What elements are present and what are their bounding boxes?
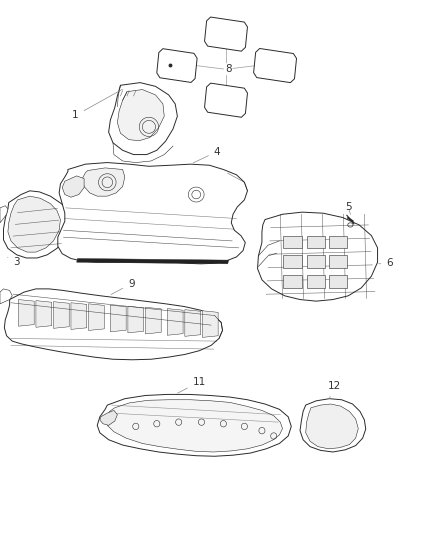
Text: 9: 9 bbox=[111, 279, 134, 295]
Text: 1: 1 bbox=[72, 90, 122, 120]
Polygon shape bbox=[100, 410, 117, 425]
Polygon shape bbox=[157, 49, 197, 83]
Polygon shape bbox=[4, 191, 71, 258]
Polygon shape bbox=[205, 83, 247, 117]
Text: 8: 8 bbox=[225, 64, 232, 74]
Polygon shape bbox=[145, 307, 161, 334]
Polygon shape bbox=[18, 300, 34, 326]
Polygon shape bbox=[36, 301, 52, 327]
Polygon shape bbox=[110, 305, 126, 332]
Polygon shape bbox=[0, 289, 12, 304]
Text: 3: 3 bbox=[7, 257, 20, 268]
Polygon shape bbox=[117, 90, 164, 141]
Polygon shape bbox=[283, 255, 302, 268]
Polygon shape bbox=[8, 196, 60, 252]
Polygon shape bbox=[306, 404, 358, 449]
Polygon shape bbox=[283, 275, 302, 288]
Polygon shape bbox=[202, 311, 218, 337]
Polygon shape bbox=[97, 394, 291, 456]
Polygon shape bbox=[53, 302, 69, 328]
Polygon shape bbox=[88, 304, 104, 330]
Polygon shape bbox=[307, 236, 325, 248]
Text: 4: 4 bbox=[193, 147, 220, 163]
Polygon shape bbox=[109, 83, 177, 155]
Polygon shape bbox=[128, 306, 144, 333]
Polygon shape bbox=[0, 206, 8, 223]
Polygon shape bbox=[328, 275, 347, 288]
Polygon shape bbox=[328, 255, 347, 268]
Polygon shape bbox=[185, 310, 201, 336]
Polygon shape bbox=[106, 400, 283, 452]
Polygon shape bbox=[307, 255, 325, 268]
Text: 6: 6 bbox=[378, 259, 393, 269]
Polygon shape bbox=[77, 259, 229, 264]
Text: 11: 11 bbox=[178, 377, 206, 393]
Polygon shape bbox=[167, 309, 183, 335]
Text: 5: 5 bbox=[345, 202, 352, 212]
Polygon shape bbox=[300, 399, 366, 452]
Polygon shape bbox=[283, 236, 302, 248]
Polygon shape bbox=[58, 163, 247, 264]
Polygon shape bbox=[328, 236, 347, 248]
Text: 12: 12 bbox=[328, 381, 341, 399]
Polygon shape bbox=[254, 49, 297, 83]
Polygon shape bbox=[205, 17, 247, 51]
Polygon shape bbox=[62, 176, 84, 197]
Polygon shape bbox=[258, 212, 378, 301]
Polygon shape bbox=[4, 289, 223, 360]
Polygon shape bbox=[82, 168, 125, 196]
Polygon shape bbox=[71, 303, 87, 329]
Polygon shape bbox=[307, 275, 325, 288]
